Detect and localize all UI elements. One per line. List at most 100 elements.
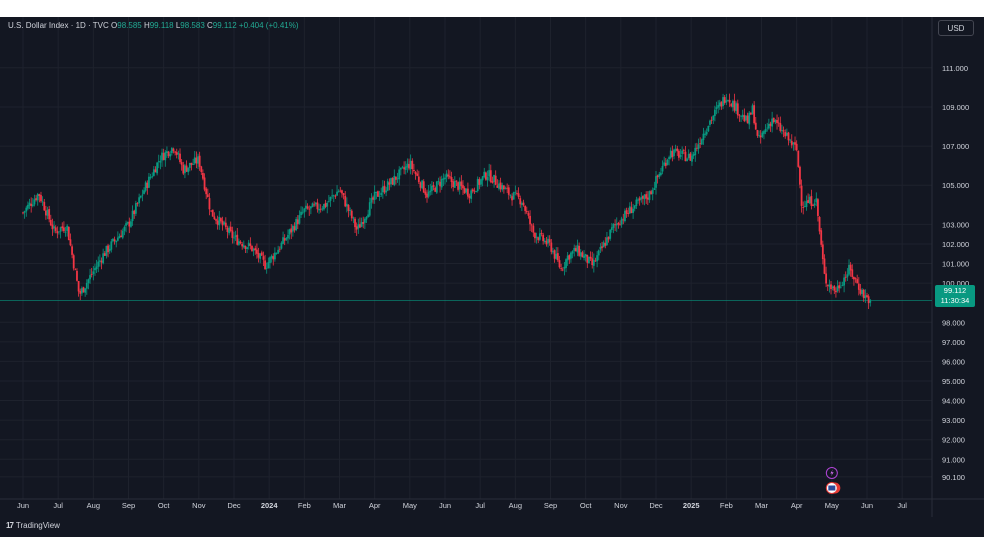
- candle[interactable]: [41, 196, 44, 206]
- candle[interactable]: [316, 198, 319, 213]
- candle[interactable]: [295, 217, 298, 232]
- candle[interactable]: [597, 249, 600, 261]
- candle[interactable]: [226, 225, 229, 239]
- candle[interactable]: [100, 257, 103, 270]
- candle[interactable]: [632, 203, 635, 219]
- event-markers[interactable]: [825, 467, 841, 494]
- candle[interactable]: [447, 169, 450, 180]
- candle[interactable]: [797, 150, 800, 168]
- candle[interactable]: [543, 238, 546, 244]
- candle[interactable]: [399, 167, 402, 176]
- candle[interactable]: [777, 117, 780, 127]
- candle[interactable]: [170, 147, 173, 156]
- candle[interactable]: [476, 176, 479, 193]
- candle[interactable]: [192, 158, 195, 166]
- candle[interactable]: [278, 246, 281, 253]
- candle[interactable]: [836, 280, 839, 293]
- candle[interactable]: [754, 117, 757, 130]
- candle[interactable]: [733, 93, 736, 113]
- candle[interactable]: [206, 188, 209, 198]
- candle[interactable]: [25, 205, 28, 217]
- candle[interactable]: [746, 112, 749, 124]
- candle[interactable]: [558, 256, 561, 269]
- candle[interactable]: [620, 216, 623, 228]
- candle[interactable]: [139, 195, 142, 199]
- candle[interactable]: [821, 240, 824, 265]
- candle[interactable]: [238, 238, 240, 246]
- candle[interactable]: [466, 182, 469, 200]
- candle[interactable]: [133, 209, 136, 219]
- candle[interactable]: [831, 285, 834, 291]
- candle[interactable]: [270, 254, 273, 263]
- candle[interactable]: [586, 254, 589, 269]
- candle[interactable]: [416, 169, 419, 177]
- candle[interactable]: [681, 146, 684, 161]
- candle[interactable]: [453, 176, 456, 188]
- candle[interactable]: [540, 229, 543, 237]
- candle[interactable]: [658, 171, 661, 179]
- candle[interactable]: [336, 185, 338, 196]
- candle[interactable]: [669, 147, 672, 160]
- candle[interactable]: [624, 208, 626, 223]
- candle[interactable]: [763, 129, 765, 140]
- candle[interactable]: [28, 198, 31, 210]
- price-chart[interactable]: 111.000 109.000 107.000 105.000 103.000 102.0…: [0, 17, 984, 517]
- candle[interactable]: [347, 204, 350, 218]
- candle[interactable]: [94, 263, 96, 276]
- candle[interactable]: [648, 190, 651, 203]
- candle[interactable]: [247, 239, 250, 250]
- candle[interactable]: [110, 239, 113, 253]
- candle[interactable]: [229, 221, 232, 233]
- candle[interactable]: [280, 241, 283, 250]
- candle[interactable]: [23, 210, 26, 219]
- candle[interactable]: [380, 187, 383, 197]
- candle[interactable]: [59, 226, 62, 239]
- candle[interactable]: [143, 187, 145, 195]
- candle[interactable]: [275, 252, 278, 255]
- candle[interactable]: [156, 161, 159, 176]
- candle[interactable]: [383, 180, 386, 195]
- candle[interactable]: [439, 176, 441, 193]
- candle[interactable]: [606, 232, 608, 247]
- candle[interactable]: [401, 165, 404, 169]
- candle[interactable]: [296, 215, 299, 230]
- candle[interactable]: [740, 115, 742, 123]
- candle[interactable]: [779, 116, 782, 133]
- candle[interactable]: [300, 206, 302, 218]
- candle[interactable]: [74, 268, 77, 271]
- candle[interactable]: [570, 251, 572, 263]
- candle[interactable]: [826, 284, 829, 291]
- candle[interactable]: [84, 288, 87, 297]
- candle[interactable]: [679, 149, 682, 160]
- candle[interactable]: [640, 192, 643, 203]
- candle[interactable]: [684, 145, 687, 162]
- candle[interactable]: [589, 251, 592, 262]
- candle[interactable]: [488, 163, 491, 182]
- candle[interactable]: [260, 250, 263, 257]
- candle[interactable]: [432, 181, 435, 191]
- candle[interactable]: [712, 114, 715, 125]
- candle[interactable]: [197, 153, 199, 170]
- candle[interactable]: [574, 245, 577, 252]
- candle[interactable]: [722, 93, 724, 110]
- candle[interactable]: [249, 237, 252, 250]
- candle[interactable]: [290, 224, 293, 240]
- candle[interactable]: [511, 193, 513, 206]
- candle[interactable]: [650, 189, 652, 195]
- candle[interactable]: [638, 196, 641, 206]
- candle[interactable]: [566, 251, 569, 266]
- candle[interactable]: [318, 203, 320, 214]
- candle[interactable]: [818, 216, 821, 235]
- candle[interactable]: [370, 193, 373, 209]
- candle[interactable]: [151, 172, 154, 179]
- candle[interactable]: [331, 189, 334, 199]
- candle[interactable]: [841, 281, 844, 287]
- candle[interactable]: [288, 228, 291, 240]
- candle[interactable]: [530, 223, 533, 233]
- candle[interactable]: [408, 158, 410, 171]
- candle[interactable]: [496, 179, 499, 188]
- candle[interactable]: [200, 165, 203, 176]
- candle[interactable]: [386, 178, 389, 192]
- candle[interactable]: [802, 201, 805, 215]
- candle[interactable]: [434, 186, 437, 193]
